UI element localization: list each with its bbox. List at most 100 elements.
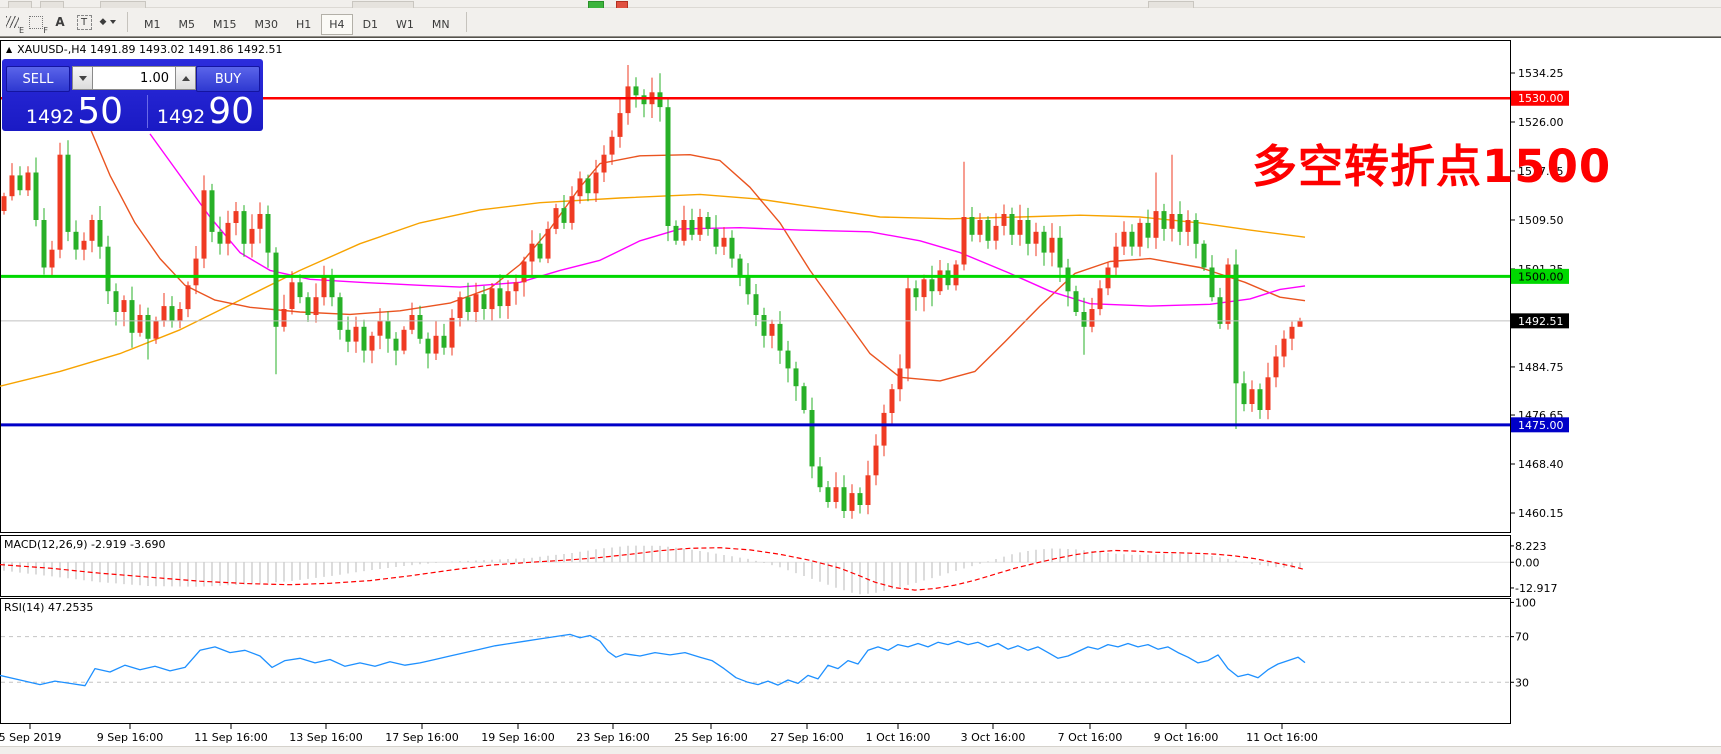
arrow-objects-icon[interactable]: ◆ [98, 13, 118, 32]
timeframe-button-m5[interactable]: M5 [178, 17, 196, 31]
clipped-toolbar-fragment [1148, 1, 1194, 8]
chart-annotation-text: 多空转折点1500 [1252, 140, 1612, 193]
buy-button[interactable]: BUY [196, 66, 260, 92]
time-label: 9 Sep 16:00 [97, 731, 163, 744]
candle-body [345, 329, 351, 342]
volume-input[interactable] [93, 66, 175, 90]
price-tick-label: 1468.40 [1518, 458, 1564, 471]
sell-button[interactable]: SELL [6, 66, 70, 92]
timeframe-button-w1[interactable]: W1 [396, 17, 414, 31]
candle-body [585, 178, 591, 194]
candle-body [417, 315, 423, 339]
timeframe-button-d1[interactable]: D1 [362, 17, 379, 31]
candle-body [993, 225, 999, 241]
candle-body [529, 243, 535, 262]
candle-body [745, 276, 751, 295]
time-label: 11 Oct 16:00 [1246, 731, 1318, 744]
candle-body [1025, 220, 1031, 244]
candle-body [537, 243, 543, 259]
ma-fast-orangered [84, 115, 1306, 382]
ma-mid-magenta [149, 133, 1306, 307]
timeframe-button-m30[interactable]: M30 [254, 17, 279, 31]
symbol-collapse-icon[interactable]: ▲ [6, 45, 13, 54]
timeframe-button-h4[interactable]: H4 [321, 13, 353, 35]
candle-body [185, 285, 191, 310]
candle-body [929, 279, 935, 292]
candle-body [985, 220, 991, 241]
candle-body [169, 306, 175, 321]
time-label: 3 Oct 16:00 [961, 731, 1026, 744]
candle-body [1065, 267, 1071, 292]
candle-body [265, 214, 271, 253]
time-label: 1 Oct 16:00 [866, 731, 931, 744]
candle-body [489, 288, 495, 310]
chart-symbol-header: ▲ XAUUSD-,H4 1491.89 1493.02 1491.86 149… [6, 43, 282, 56]
price-tick-label: 1460.15 [1518, 507, 1564, 520]
candle-body [1185, 220, 1191, 232]
candle-body [601, 154, 607, 173]
timeframe-button-m15[interactable]: M15 [213, 17, 237, 31]
candle-body [833, 487, 839, 502]
grid-indicator-icon[interactable]: F [26, 13, 48, 35]
candle-body [1177, 214, 1183, 232]
price-badge-label: 1500.00 [1518, 270, 1564, 283]
candle-body [385, 320, 391, 339]
candle-body [625, 86, 631, 114]
candle-body [561, 208, 567, 223]
trendline-tools-icon[interactable]: E [2, 13, 24, 35]
time-label: 19 Sep 16:00 [481, 731, 554, 744]
candle-body [409, 315, 415, 330]
timeframe-button-h1[interactable]: H1 [296, 17, 312, 31]
candle-body [481, 294, 487, 309]
candle-body [513, 282, 519, 292]
candle-body [697, 217, 703, 235]
candle-body [977, 220, 983, 235]
candle-body [1273, 356, 1279, 378]
candle-body [497, 288, 503, 307]
candle-body [329, 276, 335, 298]
timeframe-button-m1[interactable]: M1 [144, 17, 161, 31]
buy-price-display[interactable]: 1492 90 [148, 93, 263, 130]
text-box-icon[interactable]: T [74, 13, 94, 32]
timeframe-group: M1 M5 M15 M30 H1 H4 D1 W1 MN [135, 13, 459, 35]
candle-body [193, 258, 199, 286]
candle-body [961, 217, 967, 265]
candle-body [633, 86, 639, 96]
sell-price-display[interactable]: 1492 50 [2, 93, 147, 130]
candle-body [369, 335, 375, 351]
candle-body [137, 315, 143, 333]
candle-body [1233, 264, 1239, 384]
candle-body [785, 350, 791, 369]
candle-body [73, 231, 79, 250]
text-label-icon[interactable]: A [55, 15, 65, 29]
candle-body [1217, 297, 1223, 324]
clipped-toolbar-fragment [352, 1, 414, 8]
candle-body [473, 294, 479, 312]
candle-body [217, 231, 223, 244]
icon-sub-letter: E [18, 25, 24, 35]
volume-decrease-button[interactable] [72, 66, 93, 90]
macd-tick-label: 8.223 [1515, 540, 1547, 553]
candle-body [817, 466, 823, 488]
volume-increase-button[interactable] [175, 66, 196, 90]
window-bottom-strip [0, 746, 1721, 754]
candle-body [569, 196, 575, 223]
clipped-buy-fragment [588, 1, 604, 8]
price-tick-label: 1509.50 [1518, 214, 1564, 227]
price-badge [1511, 417, 1569, 433]
candle-body [1033, 231, 1039, 244]
icon-sub-letter: F [43, 25, 48, 35]
rsi-pane-border [0, 598, 1511, 724]
candle-body [689, 220, 695, 235]
price-badge [1511, 313, 1569, 329]
candle-body [257, 214, 263, 229]
price-badge [1511, 90, 1569, 106]
timeframe-button-mn[interactable]: MN [431, 17, 450, 31]
candle-body [1041, 231, 1047, 253]
candle-body [1257, 389, 1263, 410]
candle-body [81, 240, 87, 250]
candle-body [297, 282, 303, 298]
candle-body [49, 249, 55, 268]
